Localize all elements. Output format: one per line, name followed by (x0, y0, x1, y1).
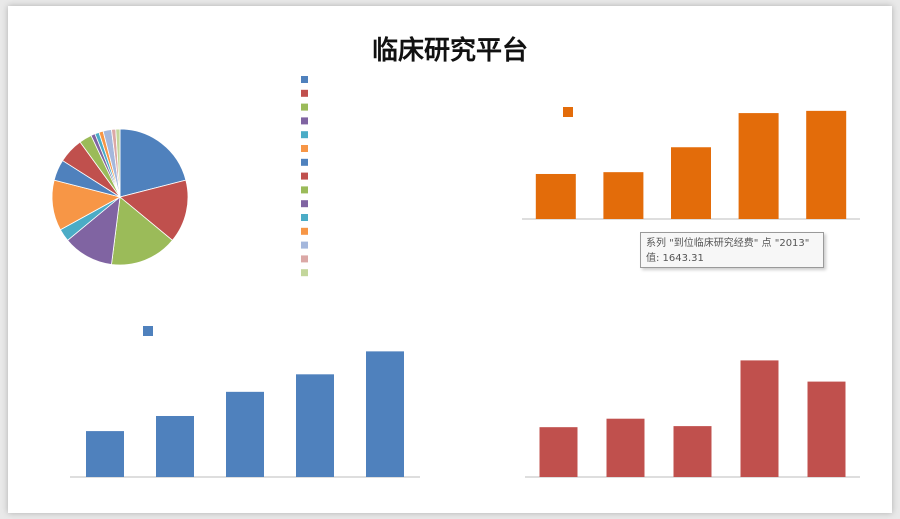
legend-swatch (301, 117, 308, 125)
legend-swatch (301, 103, 308, 111)
legend-swatch (301, 158, 308, 166)
tooltip-series-line: 系列 "到位临床研究经费" 点 "2013" (646, 238, 810, 249)
legend-swatch (301, 131, 308, 139)
bar (738, 113, 779, 219)
bar (806, 110, 847, 219)
bar (671, 147, 711, 219)
pie-slice (115, 128, 121, 198)
legend-swatch (301, 269, 308, 277)
tooltip-value-line: 值: 1643.31 (646, 253, 704, 264)
bar (86, 431, 124, 477)
bar (740, 360, 779, 477)
legend-swatch (301, 214, 308, 221)
legend-swatch (301, 186, 308, 194)
bar (535, 173, 576, 219)
bar (226, 391, 264, 477)
legend-swatch (301, 172, 308, 180)
legend-swatch (301, 241, 308, 249)
legend-swatch (143, 326, 153, 336)
legend-swatch (301, 89, 308, 97)
bar (539, 427, 578, 477)
bar (156, 415, 194, 477)
page-title: 临床研究平台 (371, 36, 528, 66)
legend-swatch (301, 145, 308, 152)
legend-swatch (301, 200, 308, 208)
bar (296, 374, 334, 477)
bar (807, 381, 846, 477)
legend-swatch (301, 255, 308, 263)
pie-slice (119, 179, 189, 241)
chart-tooltip: 系列 "到位临床研究经费" 点 "2013" 值: 1643.31 (640, 232, 824, 268)
bar (673, 426, 712, 477)
legend-swatch (301, 227, 308, 235)
bar (603, 172, 644, 219)
pie-slice (111, 196, 173, 266)
legend-swatch (301, 76, 308, 83)
pie-slice (119, 128, 187, 198)
bar (366, 351, 404, 477)
bar (606, 418, 645, 477)
legend-swatch (563, 107, 573, 117)
